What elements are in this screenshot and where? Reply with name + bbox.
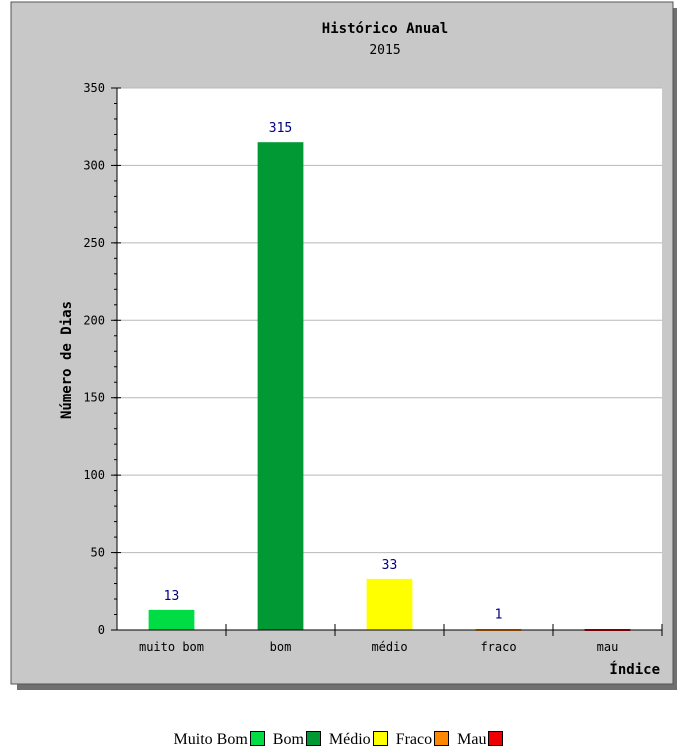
chart-subtitle: 2015 <box>369 43 400 58</box>
legend-label: Bom <box>272 731 304 748</box>
legend-swatch <box>305 731 321 746</box>
legend-label: Médio <box>328 731 371 748</box>
data-label: 315 <box>269 121 292 136</box>
legend-label: Mau <box>457 731 487 748</box>
legend: Muito Bom Bom Médio Fraco Mau <box>0 731 677 749</box>
legend-item: Médio <box>329 731 388 749</box>
y-tick-label: 200 <box>83 313 105 327</box>
y-tick-label: 300 <box>83 158 105 172</box>
legend-swatch <box>488 731 504 746</box>
legend-label: Fraco <box>395 731 433 748</box>
legend-item: Muito Bom <box>174 731 265 749</box>
y-tick-label: 150 <box>83 391 105 405</box>
x-tick-label: mau <box>597 640 619 654</box>
data-label: 33 <box>382 558 398 573</box>
plot-area <box>117 88 662 630</box>
y-tick-label: 100 <box>83 468 105 482</box>
data-label: 13 <box>164 589 180 604</box>
legend-item: Fraco <box>395 731 450 749</box>
legend-swatch <box>372 731 388 746</box>
axes: 0 50 100 150 200 250 300 350 muito bom bom médio fr… <box>83 81 663 654</box>
y-tick-label: 50 <box>91 546 105 560</box>
legend-label: Muito Bom <box>173 731 248 748</box>
chart: 13 315 33 1 0 50 100 150 200 250 300 350 muito bom b… <box>10 1 677 690</box>
x-tick-label: fraco <box>480 640 516 654</box>
y-tick-label: 250 <box>83 236 105 250</box>
x-tick-label: muito bom <box>139 640 204 654</box>
y-tick-label: 0 <box>98 623 105 637</box>
bar-bom <box>257 142 304 630</box>
x-tick-label: médio <box>371 640 407 654</box>
x-axis-title: Índice <box>609 661 660 678</box>
legend-item: Bom <box>273 731 321 749</box>
grid-lines <box>117 87 662 554</box>
legend-swatch <box>249 731 265 746</box>
bar-médio <box>366 578 413 630</box>
x-tick-label: bom <box>270 640 292 654</box>
chart-title: Histórico Anual <box>322 21 448 37</box>
y-tick-label: 350 <box>83 81 105 95</box>
y-axis-title: Número de Dias <box>59 301 75 419</box>
bars: 13 315 33 1 <box>148 121 631 631</box>
legend-swatch <box>434 731 450 746</box>
legend-item: Mau <box>457 731 504 749</box>
bar-muito-bom <box>148 609 195 630</box>
data-label: 1 <box>495 607 503 622</box>
